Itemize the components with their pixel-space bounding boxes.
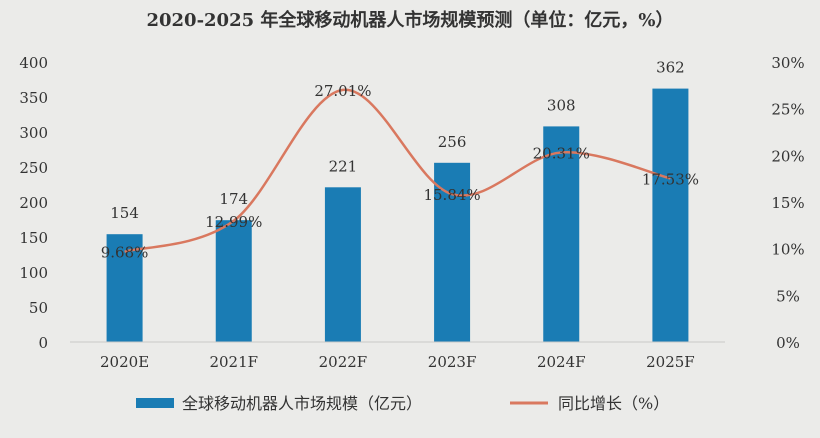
bar-value-label: 362 bbox=[656, 59, 685, 77]
y-left-tick-label: 350 bbox=[19, 89, 48, 107]
bar-2020E bbox=[106, 234, 143, 342]
bar-value-label: 256 bbox=[438, 133, 467, 151]
chart-title: 2020-2025 年全球移动机器人市场规模预测（单位：亿元，%） bbox=[146, 9, 673, 31]
y-left-tick-label: 250 bbox=[19, 159, 48, 177]
legend-bar-label: 全球移动机器人市场规模（亿元） bbox=[182, 394, 422, 413]
y-right-tick-label: 10% bbox=[771, 241, 804, 259]
y-right-tick-label: 30% bbox=[771, 54, 804, 72]
line-value-label: 15.84% bbox=[423, 186, 480, 204]
growth-line bbox=[124, 88, 671, 253]
x-tick-label: 2022F bbox=[319, 353, 368, 371]
line-value-label: 12.99% bbox=[205, 213, 262, 231]
y-right-tick-label: 15% bbox=[771, 194, 804, 212]
bar-value-label: 221 bbox=[329, 157, 358, 175]
bar-value-label: 308 bbox=[547, 96, 576, 114]
y-right-tick-label: 25% bbox=[771, 101, 804, 119]
x-tick-label: 2021F bbox=[209, 353, 258, 371]
y-left-tick-label: 200 bbox=[19, 194, 48, 212]
line-value-label: 9.68% bbox=[101, 244, 149, 262]
line-value-label: 20.31% bbox=[533, 144, 590, 162]
line-value-label: 17.53% bbox=[642, 170, 699, 188]
x-tick-label: 2024F bbox=[537, 353, 586, 371]
y-right-tick-label: 0% bbox=[776, 334, 800, 352]
y-left-tick-label: 0 bbox=[38, 334, 48, 352]
bar-2024F bbox=[543, 126, 580, 343]
bar-2022F bbox=[324, 187, 361, 342]
x-tick-label: 2025F bbox=[646, 353, 695, 371]
bar-value-label: 154 bbox=[110, 204, 139, 222]
x-tick-label: 2020E bbox=[100, 353, 149, 371]
line-value-label: 27.01% bbox=[314, 82, 371, 100]
y-left-tick-label: 150 bbox=[19, 229, 48, 247]
y-left-tick-label: 100 bbox=[19, 264, 48, 282]
bar-2023F bbox=[434, 162, 471, 342]
y-left-tick-label: 400 bbox=[19, 54, 48, 72]
bar-2021F bbox=[215, 220, 252, 342]
y-left-tick-label: 50 bbox=[29, 299, 48, 317]
y-right-tick-label: 5% bbox=[776, 287, 800, 305]
bar-value-label: 174 bbox=[219, 190, 248, 208]
legend-line-label: 同比增长（%） bbox=[558, 394, 669, 413]
x-tick-label: 2023F bbox=[428, 353, 477, 371]
y-left-tick-label: 300 bbox=[19, 124, 48, 142]
bar-2025F bbox=[652, 88, 689, 342]
legend-bar-swatch bbox=[136, 398, 174, 408]
y-right-tick-label: 20% bbox=[771, 147, 804, 165]
